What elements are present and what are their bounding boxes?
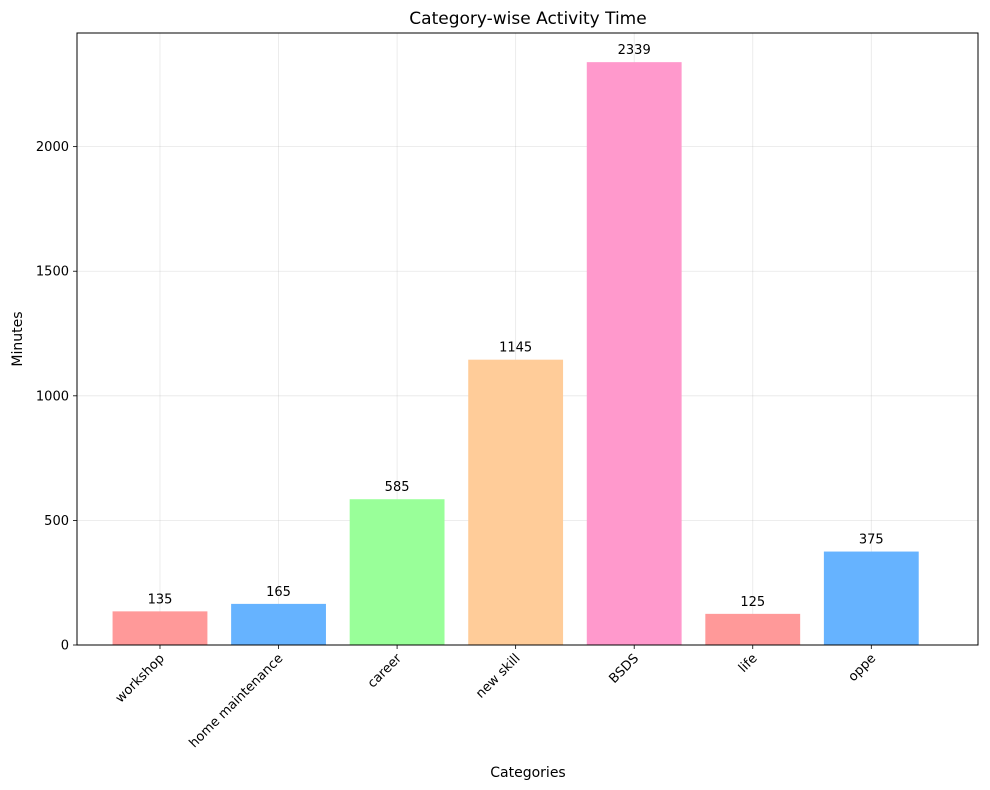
x-tick-label: oppe <box>846 651 880 685</box>
x-tick-label: new skill <box>473 651 523 701</box>
x-axis-ticks: workshop home maintenance career new skill B… <box>113 645 879 751</box>
y-axis-ticks: 0 500 1000 1500 2000 <box>36 140 77 654</box>
bar-value-label: 1145 <box>499 341 532 356</box>
bar-value-label: 585 <box>385 480 410 495</box>
bar-value-label: 165 <box>266 585 291 600</box>
y-tick-label: 1500 <box>36 265 69 280</box>
bar-value-label: 2339 <box>618 43 651 58</box>
x-tick-label: workshop <box>113 651 168 706</box>
plot-frame <box>76 32 979 646</box>
bar-value-label: 125 <box>740 595 765 610</box>
bar <box>112 611 208 645</box>
x-tick-label: BSDS <box>607 651 643 687</box>
y-tick-label: 2000 <box>36 140 69 155</box>
y-tick-label: 1000 <box>36 389 69 404</box>
bar <box>468 359 564 645</box>
data-labels: 135 165 585 1145 2339 125 375 <box>148 43 884 610</box>
x-tick-label: career <box>365 651 405 691</box>
bar <box>823 551 919 645</box>
chart-title: Category-wise Activity Time <box>409 9 646 29</box>
bar <box>231 603 326 645</box>
bar-value-label: 375 <box>859 533 884 548</box>
bar <box>705 613 801 645</box>
bar-value-label: 135 <box>148 592 173 607</box>
x-tick-label: life <box>736 651 761 676</box>
y-axis-label: Minutes <box>10 311 26 366</box>
y-tick-label: 0 <box>61 639 69 654</box>
x-tick-label: home maintenance <box>187 651 287 751</box>
x-axis-label: Categories <box>490 765 565 781</box>
bar <box>586 62 682 645</box>
bar <box>349 499 445 645</box>
bars <box>112 62 919 645</box>
y-tick-label: 500 <box>44 514 69 529</box>
